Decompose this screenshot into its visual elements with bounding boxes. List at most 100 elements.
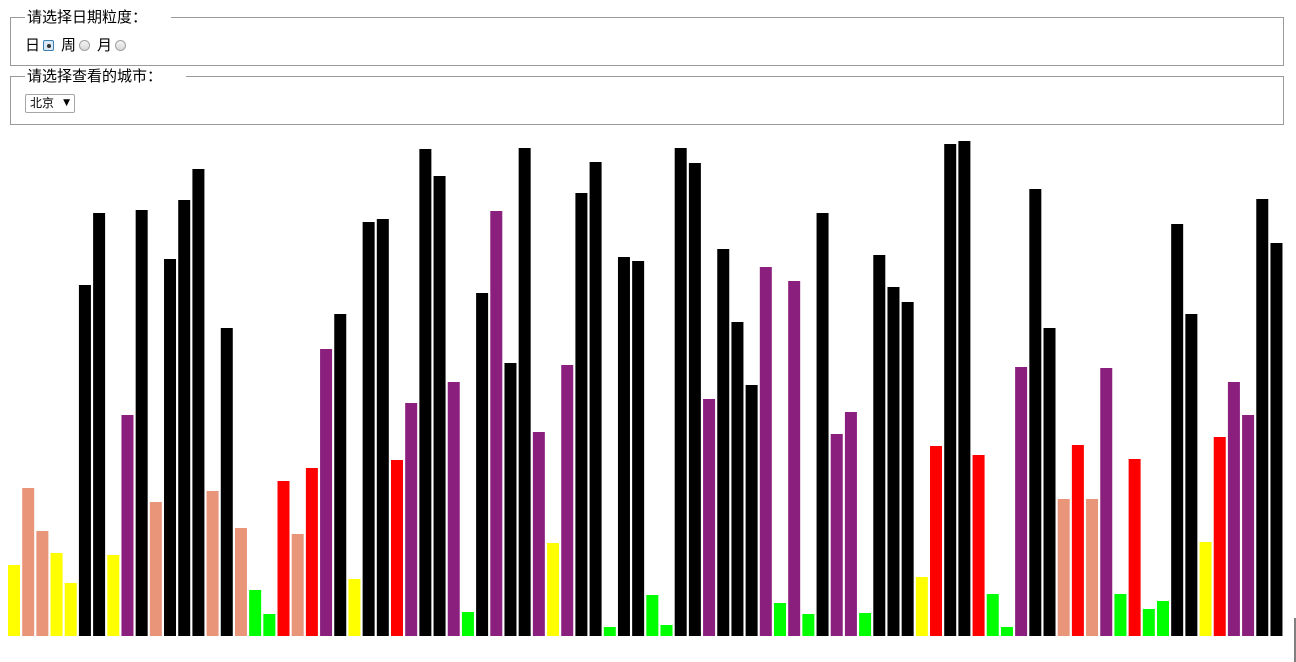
bar <box>334 314 347 636</box>
bar <box>1142 609 1155 636</box>
bar <box>759 267 772 636</box>
bar <box>376 219 389 636</box>
bar <box>802 614 815 636</box>
bar <box>972 455 985 636</box>
radio-day[interactable] <box>43 39 55 51</box>
bar <box>632 261 645 636</box>
bar <box>901 302 914 636</box>
bar <box>1057 499 1070 636</box>
bar <box>8 565 20 636</box>
bar <box>703 399 716 636</box>
bar <box>930 446 943 636</box>
city-select-value: 北京 <box>30 96 55 110</box>
bar <box>362 222 375 636</box>
bar-chart <box>8 141 1296 662</box>
radio-label-month: 月 <box>97 36 113 54</box>
bar <box>788 281 801 636</box>
bar <box>859 613 872 636</box>
bar <box>1015 367 1028 636</box>
bar <box>958 141 971 636</box>
bar <box>575 193 588 636</box>
bar <box>674 148 687 636</box>
bar <box>249 590 262 636</box>
bar <box>433 176 446 636</box>
bar <box>1256 199 1269 636</box>
bar <box>518 148 531 636</box>
bar <box>461 612 474 636</box>
bar <box>617 257 630 636</box>
granularity-radio-group: 日 周 月 <box>25 36 133 54</box>
bar <box>22 488 35 636</box>
bar <box>688 163 701 636</box>
bars-group <box>8 141 1283 636</box>
bar <box>944 144 957 636</box>
bar <box>717 249 730 636</box>
city-select[interactable]: 北京 ▼ <box>25 94 75 113</box>
bar <box>1043 328 1056 636</box>
bar <box>844 412 857 636</box>
bar <box>149 502 162 636</box>
bar <box>291 534 304 636</box>
bar <box>547 543 560 636</box>
bar <box>1242 415 1255 636</box>
bar <box>986 594 999 636</box>
bar <box>277 481 290 636</box>
radio-month[interactable] <box>115 39 127 51</box>
bar <box>745 385 758 636</box>
bar <box>391 460 403 636</box>
bar <box>135 210 148 636</box>
bar <box>178 200 191 636</box>
bar <box>504 363 517 636</box>
bar <box>1029 189 1042 636</box>
bar <box>873 255 886 636</box>
bar <box>1086 499 1099 636</box>
bar <box>887 287 900 636</box>
bar <box>36 531 49 636</box>
bar <box>320 349 333 636</box>
bar <box>93 213 106 636</box>
bar <box>731 322 744 636</box>
bar <box>263 614 276 636</box>
bar <box>476 293 489 636</box>
bar <box>532 432 545 636</box>
bar <box>1213 437 1226 636</box>
bar <box>1227 382 1240 636</box>
bar <box>603 627 616 636</box>
radio-label-week: 周 <box>61 36 77 54</box>
bar <box>447 382 460 636</box>
city-fieldset: 请选择查看的城市： 北京 ▼ <box>10 67 1284 125</box>
bar <box>1000 627 1013 636</box>
bar <box>419 149 432 636</box>
bar <box>915 577 928 636</box>
bar <box>646 595 659 636</box>
radio-label-day: 日 <box>25 36 41 54</box>
bar <box>192 169 205 636</box>
bar <box>830 434 843 636</box>
bar <box>490 211 503 636</box>
bar <box>220 328 233 636</box>
bar <box>78 285 91 636</box>
city-legend: 请选择查看的城市： <box>25 67 165 85</box>
bar <box>1171 224 1184 636</box>
bar <box>1185 314 1198 636</box>
bar <box>773 603 786 636</box>
bar <box>660 625 673 636</box>
granularity-fieldset: 请选择日期粒度： 日 周 月 <box>10 8 1284 66</box>
bar <box>1100 368 1113 636</box>
bar <box>64 583 77 636</box>
bar <box>1270 243 1283 636</box>
granularity-legend: 请选择日期粒度： <box>25 8 150 26</box>
bar <box>589 162 602 636</box>
bar <box>164 259 177 636</box>
bar <box>348 579 361 636</box>
bar <box>107 555 120 636</box>
bar <box>405 403 418 636</box>
bar <box>206 491 219 636</box>
radio-week[interactable] <box>79 39 91 51</box>
bar <box>305 468 318 636</box>
bar <box>50 553 63 636</box>
bar <box>1071 445 1084 636</box>
bar <box>1156 601 1169 636</box>
chevron-down-icon: ▼ <box>63 98 70 108</box>
bar <box>121 415 134 636</box>
